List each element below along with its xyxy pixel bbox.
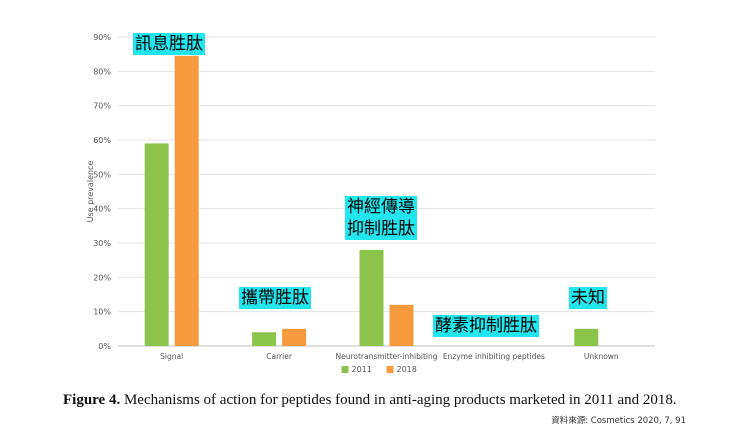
bar-2018: [282, 328, 307, 346]
legend-swatch-2018: [386, 366, 394, 373]
bar-2018: [389, 304, 414, 346]
legend-label-2018: 2018: [397, 365, 417, 374]
annotation-neurotransmitter-line-2: 抑制胜肽: [347, 219, 415, 239]
figure-caption: Figure 4. Mechanisms of action for pepti…: [63, 392, 723, 409]
y-tick-label: 50%: [93, 170, 111, 179]
annotation-signal-line: 訊息胜肽: [135, 34, 203, 54]
bar-2011: [252, 332, 277, 346]
bar-2011: [144, 143, 169, 346]
y-tick-label: 60%: [93, 136, 111, 145]
annotation-carrier-line: 攜帶胜肽: [241, 288, 309, 308]
x-tick-label: Unknown: [584, 352, 619, 361]
y-tick-label: 0%: [98, 342, 111, 351]
annotation-enzyme: 酵素抑制胜肽: [433, 315, 539, 337]
legend-label-2011: 2011: [352, 365, 372, 374]
x-tick-label: Neurotransmitter-inhibiting: [335, 352, 437, 361]
annotation-unknown: 未知: [569, 287, 607, 309]
source-note: 資料來源: Cosmetics 2020, 7, 91: [551, 416, 686, 426]
y-tick-label: 70%: [93, 102, 111, 111]
annotation-neurotransmitter-line-1: 神經傳導: [347, 197, 415, 217]
y-tick-label: 30%: [93, 239, 111, 248]
x-tick-label: Signal: [160, 352, 183, 361]
bar-2018: [174, 55, 199, 347]
y-axis-label: Use prevalence: [86, 161, 95, 223]
y-tick-label: 10%: [93, 308, 111, 317]
annotation-carrier: 攜帶胜肽: [239, 287, 311, 309]
figure-caption-text: Mechanisms of action for peptides found …: [123, 392, 677, 408]
x-tick-label: Carrier: [266, 352, 293, 361]
bar-2011: [574, 328, 599, 346]
figure-label: Figure 4.: [63, 392, 121, 408]
y-tick-label: 40%: [93, 205, 111, 214]
y-tick-label: 20%: [93, 273, 111, 282]
bar-2011: [359, 249, 384, 346]
bar-chart: 0% 10% 20% 30% 40% 50% 60% 70% 80% 90% Use prevale…: [86, 33, 655, 374]
annotation-neurotransmitter: 神經傳導 抑制胜肽: [345, 196, 417, 240]
annotation-signal: 訊息胜肽: [133, 33, 205, 55]
annotation-unknown-line: 未知: [571, 288, 605, 308]
y-tick-label: 90%: [93, 33, 111, 42]
legend-swatch-2011: [341, 366, 349, 373]
y-tick-label: 80%: [93, 67, 111, 76]
x-tick-label: Enzyme inhibiting peptides: [443, 352, 545, 361]
annotation-enzyme-line: 酵素抑制胜肽: [435, 316, 537, 336]
